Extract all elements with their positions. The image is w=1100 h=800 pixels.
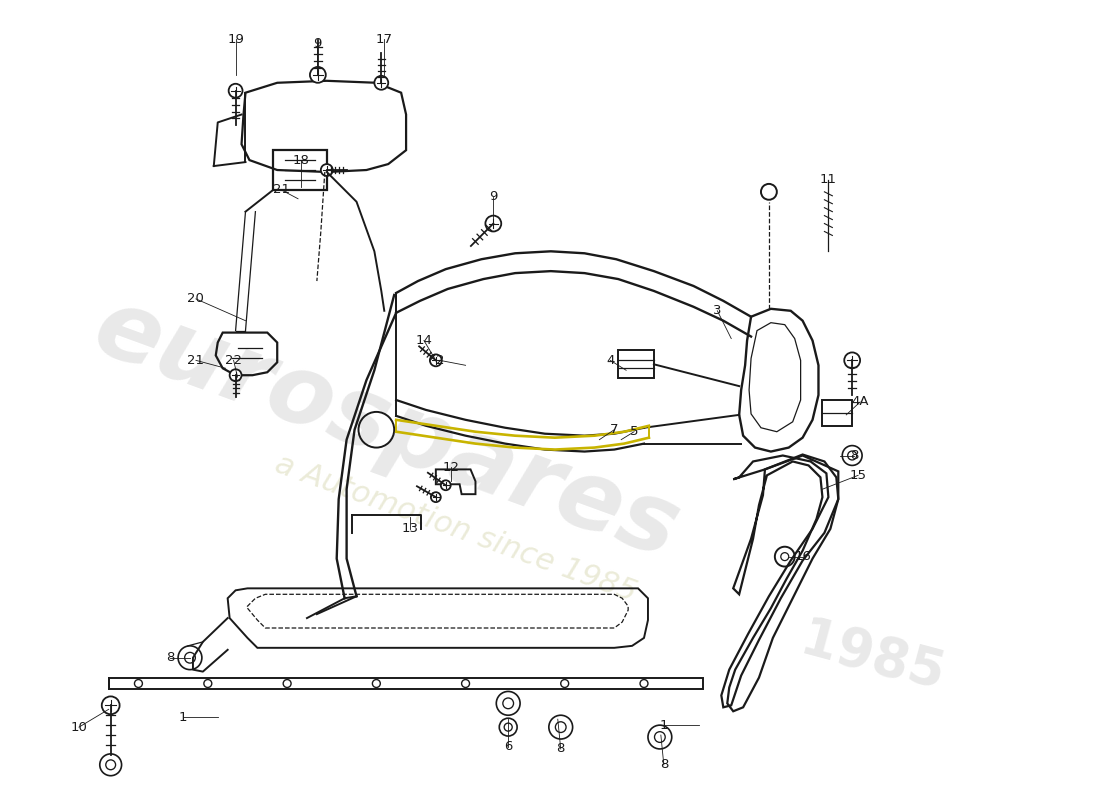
- Text: 15: 15: [849, 469, 867, 482]
- Text: 1: 1: [179, 710, 187, 724]
- Text: 12: 12: [442, 461, 459, 474]
- Text: 19: 19: [227, 33, 244, 46]
- Text: 20: 20: [187, 292, 205, 306]
- Text: eurospares: eurospares: [81, 281, 691, 578]
- Circle shape: [499, 718, 517, 736]
- Text: 8: 8: [660, 758, 668, 771]
- Text: 4: 4: [606, 354, 615, 367]
- Text: 8: 8: [850, 449, 858, 462]
- Text: 6: 6: [504, 741, 513, 754]
- Text: 4A: 4A: [851, 395, 869, 409]
- Text: 5: 5: [630, 426, 638, 438]
- Circle shape: [102, 696, 120, 714]
- Text: 17: 17: [376, 33, 393, 46]
- Text: 7: 7: [610, 423, 618, 436]
- Text: 21: 21: [273, 183, 289, 196]
- Text: 10: 10: [70, 721, 87, 734]
- Circle shape: [843, 446, 862, 466]
- Text: 1985: 1985: [794, 614, 949, 702]
- Text: 9: 9: [312, 37, 321, 50]
- Circle shape: [430, 354, 442, 366]
- Circle shape: [321, 164, 332, 176]
- Text: 11: 11: [820, 174, 837, 186]
- Circle shape: [844, 353, 860, 368]
- Text: 2: 2: [436, 354, 444, 367]
- Text: 21: 21: [187, 354, 205, 367]
- Text: 3: 3: [713, 304, 722, 318]
- Text: 22: 22: [226, 354, 242, 367]
- Circle shape: [485, 216, 502, 231]
- Text: 14: 14: [416, 334, 432, 347]
- Circle shape: [229, 84, 242, 98]
- Circle shape: [100, 754, 122, 776]
- Circle shape: [761, 184, 777, 200]
- Text: 18: 18: [293, 154, 309, 166]
- Circle shape: [178, 646, 202, 670]
- Circle shape: [648, 725, 672, 749]
- Text: a Automotion since 1985: a Automotion since 1985: [271, 450, 640, 608]
- Circle shape: [374, 76, 388, 90]
- Circle shape: [441, 480, 451, 490]
- Text: 9: 9: [490, 190, 497, 203]
- Text: 16: 16: [794, 550, 811, 563]
- Text: 8: 8: [166, 651, 174, 664]
- Text: 1: 1: [660, 718, 668, 732]
- Text: 8: 8: [557, 742, 565, 755]
- Text: 13: 13: [402, 522, 419, 535]
- Circle shape: [230, 370, 242, 381]
- Circle shape: [496, 691, 520, 715]
- Circle shape: [549, 715, 573, 739]
- Circle shape: [310, 67, 326, 82]
- Circle shape: [431, 492, 441, 502]
